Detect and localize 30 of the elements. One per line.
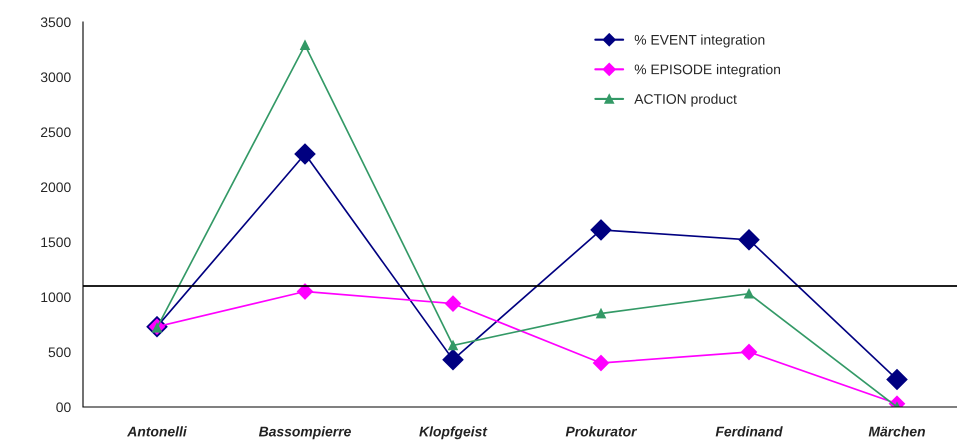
point bbox=[596, 308, 606, 318]
x-tick-label: Klopfgeist bbox=[419, 426, 488, 440]
point bbox=[738, 229, 760, 250]
y-tick-label: 3500 bbox=[40, 17, 71, 28]
point bbox=[296, 283, 314, 300]
point bbox=[448, 340, 458, 350]
y-tick-label: 2000 bbox=[41, 182, 71, 192]
point bbox=[442, 349, 464, 370]
y-tick-label: 1000 bbox=[41, 292, 71, 302]
x-tick-label: Märchen bbox=[868, 426, 925, 436]
point bbox=[294, 143, 316, 165]
point bbox=[590, 219, 612, 240]
y-tick-label: 2500 bbox=[41, 127, 71, 138]
point bbox=[744, 288, 754, 299]
point bbox=[592, 354, 610, 372]
point bbox=[886, 368, 908, 390]
legend-label: % EPISODE integration bbox=[634, 64, 780, 78]
legend-label: % EVENT integration bbox=[634, 34, 764, 48]
point bbox=[740, 344, 758, 360]
x-tick-label: Bassompierre bbox=[258, 426, 351, 440]
point bbox=[444, 296, 462, 312]
y-tick-label: 3000 bbox=[40, 72, 71, 82]
y-tick-label: 00 bbox=[56, 402, 71, 412]
x-tick-label: Ferdinand bbox=[716, 426, 783, 436]
y-tick-label: 1500 bbox=[41, 237, 71, 248]
point bbox=[300, 40, 310, 50]
x-tick-label: Prokurator bbox=[566, 426, 638, 436]
x-tick-label: Antonelli bbox=[127, 426, 187, 436]
y-tick-label: 500 bbox=[48, 347, 71, 358]
legend-label: ACTION product bbox=[634, 94, 737, 107]
